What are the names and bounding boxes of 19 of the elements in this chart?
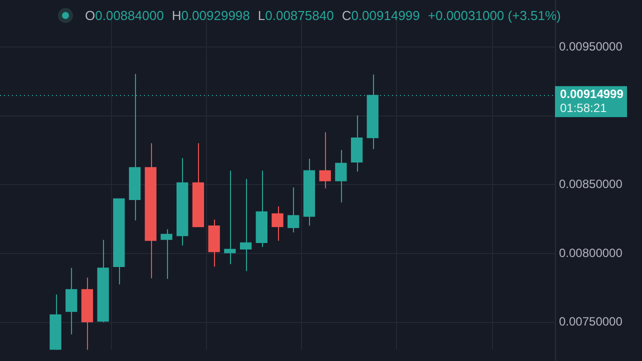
candlestick: [160, 228, 172, 280]
annotation: H0.00929998: [172, 8, 250, 23]
candlestick: [224, 170, 236, 265]
annotation: O0.00884000: [85, 8, 164, 23]
annotation: L0.00875840: [258, 8, 334, 23]
annotation: +0.00031000 (+3.51%): [428, 8, 561, 23]
annotation: C0.00914999: [342, 8, 420, 23]
text: 01:58:21: [560, 100, 608, 115]
ref-line-label: 0.00914999: [560, 86, 624, 101]
y-tick-label: 0.00950000: [559, 39, 623, 54]
candlestick: [319, 132, 331, 189]
y-tick-label: 0.00800000: [559, 246, 623, 260]
candlestick: [66, 267, 78, 335]
candlestick: [240, 178, 252, 272]
candlestick: [335, 149, 347, 203]
y-tick-label: 0.00750000: [559, 314, 623, 329]
candlestick: [288, 186, 300, 233]
y-tick-label: 0.00850000: [559, 176, 623, 191]
candlestick: [272, 206, 284, 242]
